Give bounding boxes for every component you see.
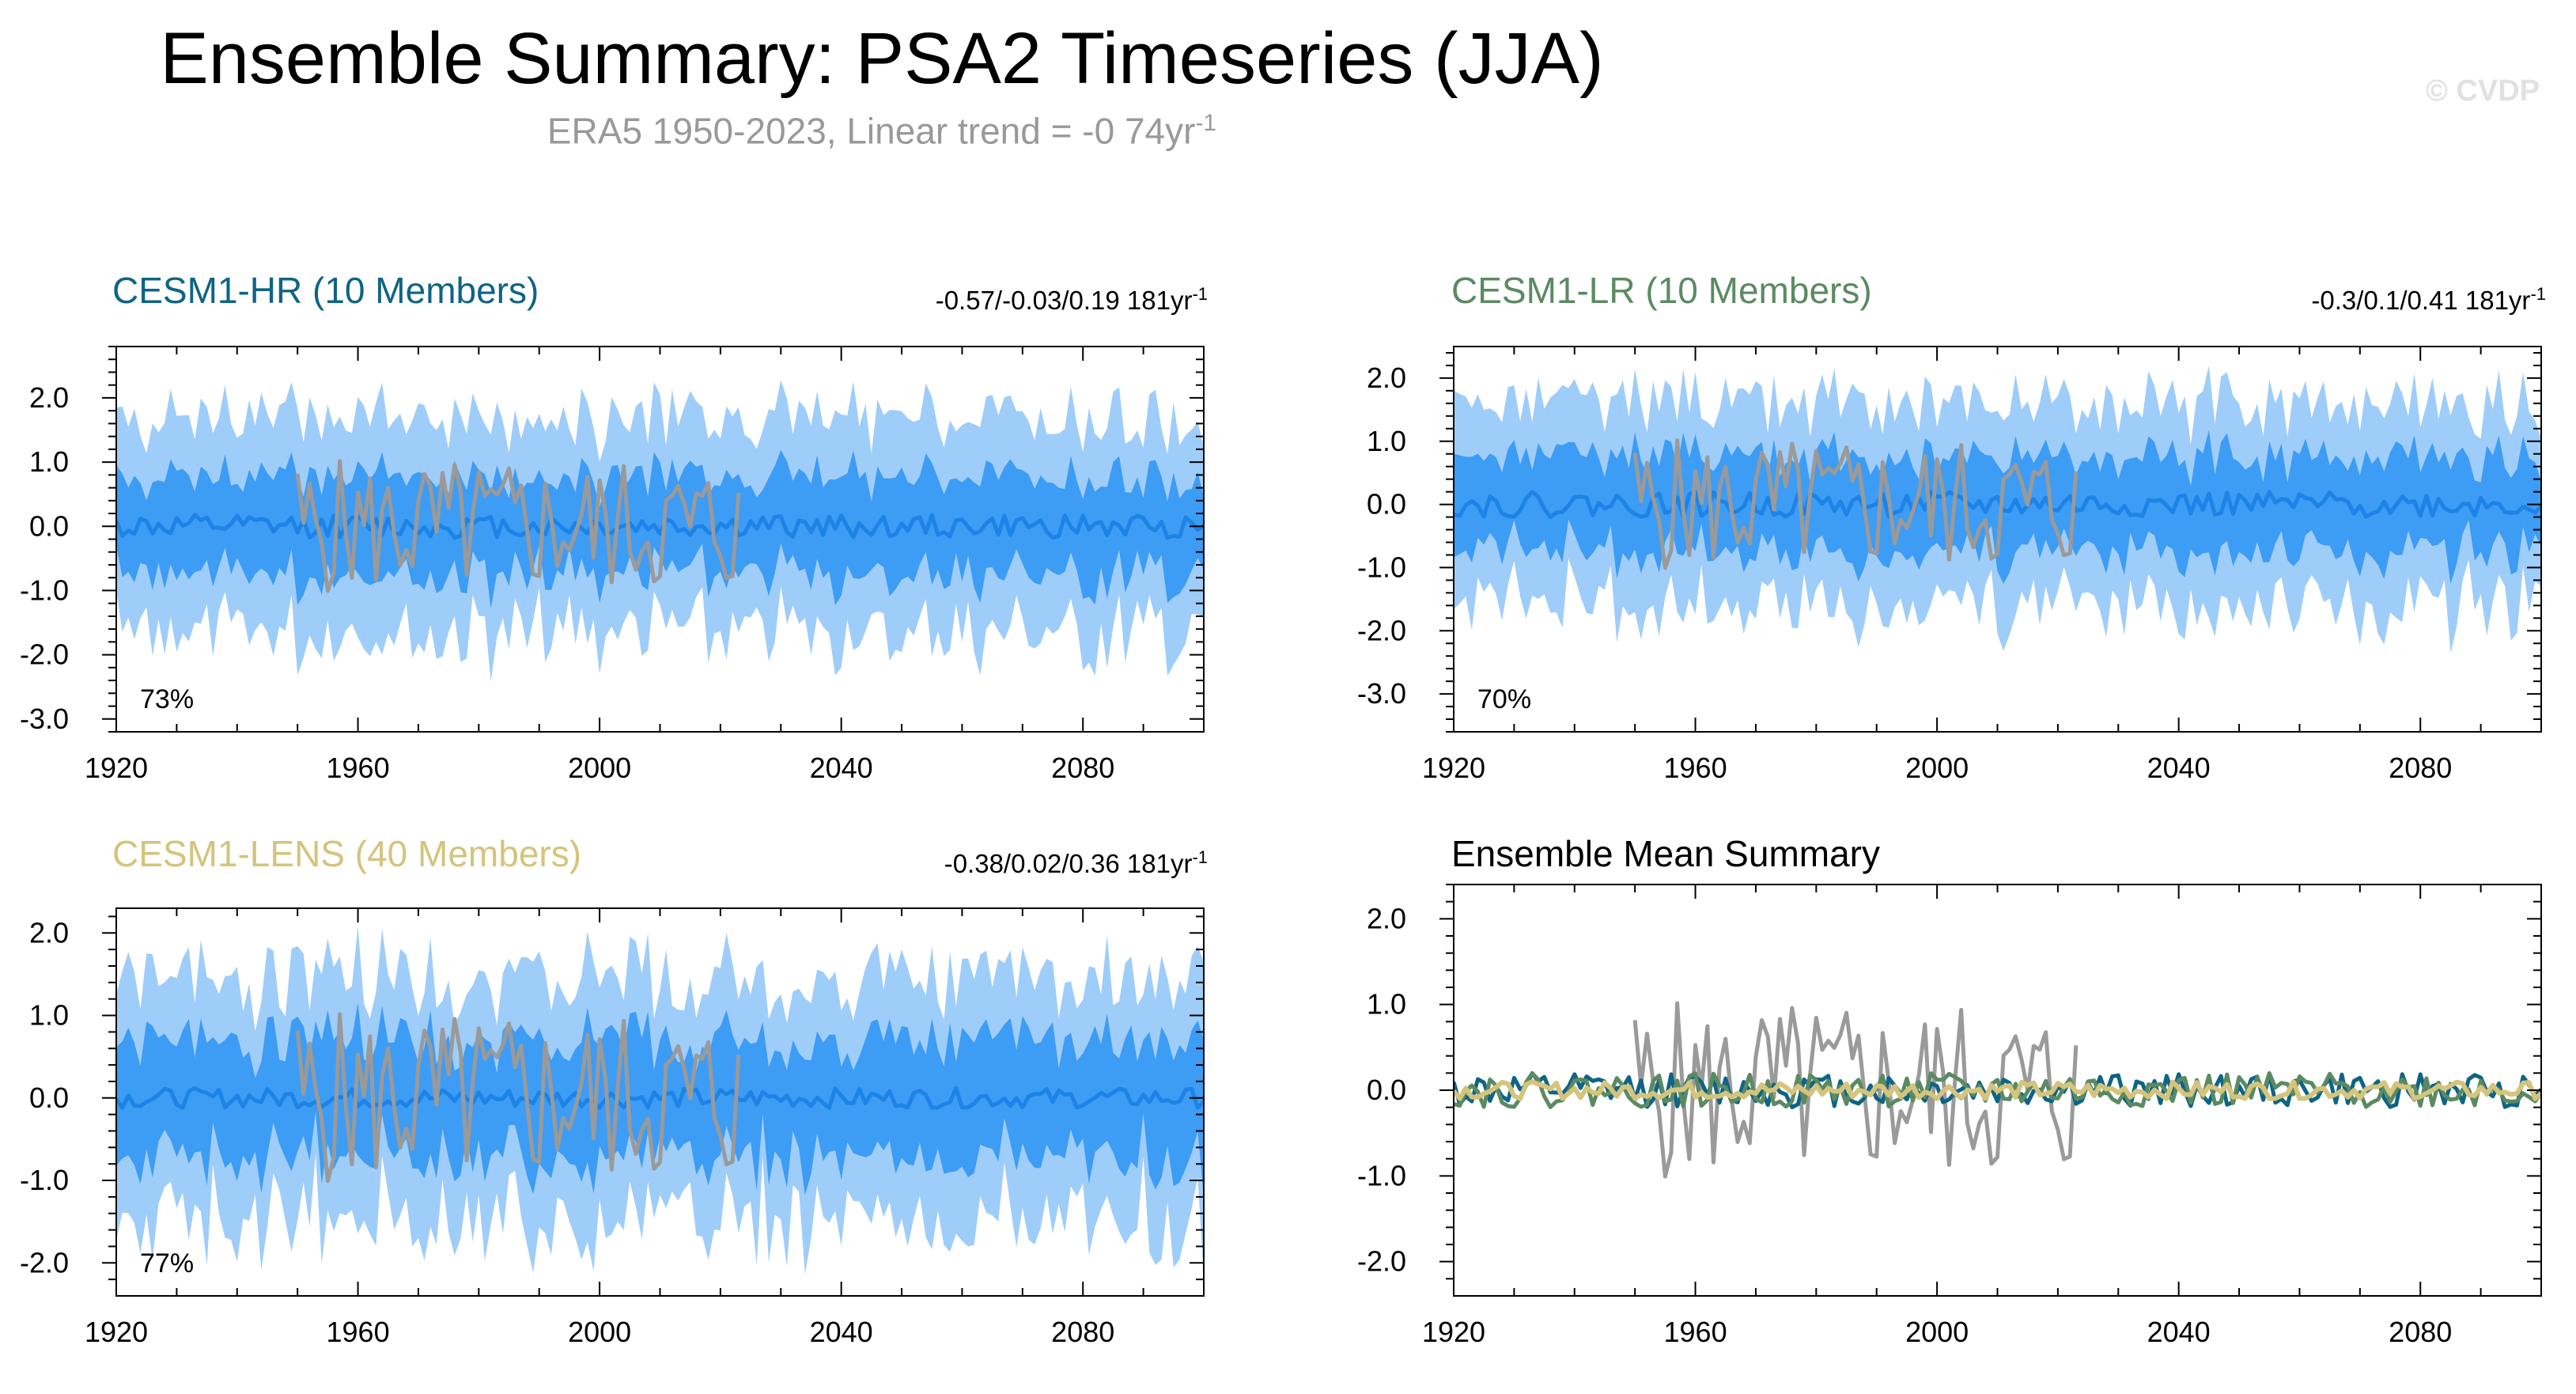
y-tick-label-lens: 2.0 — [29, 916, 69, 949]
chart-hr: 1920 1960 2000 2040 2080 2.0 1.0 0.0 -1.0 -2.0 -3.… — [20, 346, 1205, 784]
chart-summary: 1920 1960 2000 2040 2080 2.0 1.0 0.0 -1.0 -2.0 — [1357, 884, 2542, 1348]
mean-line-hr — [116, 513, 1204, 540]
mean-line-lens — [116, 1085, 1204, 1110]
trend-sup-lr: -1 — [2530, 284, 2546, 304]
trend-sup-hr: -1 — [1192, 284, 1208, 304]
page-title: Ensemble Summary: PSA2 Timeseries (JJA) — [160, 18, 1604, 99]
y-tick-label-summary: -1.0 — [1357, 1159, 1406, 1191]
page-subtitle: ERA5 1950-2023, Linear trend = -0 74yr-1 — [0, 101, 1764, 153]
y-tick-label-lens: -1.0 — [20, 1164, 69, 1196]
y-tick-label-summary: 0.0 — [1367, 1074, 1406, 1106]
trend-label-lr: -0.3/0.1/0.41 181yr-1 — [2311, 278, 2546, 316]
trend-text-hr: -0.57/-0.03/0.19 181yr — [935, 286, 1193, 315]
lr-line-summary — [1454, 1070, 2541, 1109]
y-tick-label-lr: -2.0 — [1357, 614, 1406, 646]
percentage-label-lens: 77% — [140, 1248, 194, 1278]
x-tick-label-hr: 1920 — [85, 752, 148, 784]
x-tick-label-lr: 2080 — [2389, 752, 2452, 784]
percentage-label-lr: 70% — [1477, 684, 1531, 714]
plot-area-lr — [1454, 366, 2541, 653]
y-tick-label-lens: 1.0 — [29, 999, 69, 1032]
watermark-logo: © CVDP — [2425, 74, 2540, 108]
plot-area-hr — [116, 380, 1204, 682]
x-tick-label-hr: 1960 — [327, 752, 390, 784]
x-tick-label-lens: 2080 — [1051, 1316, 1114, 1348]
obs-line-lens — [295, 1012, 741, 1184]
obs-line-hr — [295, 459, 741, 593]
x-tick-label-summary: 2080 — [2389, 1316, 2452, 1348]
panel-title-hr: CESM1-HR (10 Members) — [112, 270, 539, 311]
y-tick-label-hr: -1.0 — [20, 574, 69, 606]
x-tick-label-lr: 2040 — [2147, 752, 2211, 784]
x-tick-label-lens: 1920 — [85, 1316, 148, 1348]
y-tick-label-lens: -2.0 — [20, 1246, 69, 1278]
y-tick-label-hr: -2.0 — [20, 638, 69, 671]
y-tick-label-lr: -1.0 — [1357, 551, 1406, 583]
y-tick-label-summary: -2.0 — [1357, 1245, 1406, 1278]
y-tick-label-lr: -3.0 — [1357, 677, 1406, 710]
chart-lens: 1920 1960 2000 2040 2080 2.0 1.0 0.0 -1.0 -2.0 77% — [20, 907, 1205, 1348]
y-tick-label-hr: -3.0 — [20, 703, 69, 735]
y-tick-label-lr: 2.0 — [1367, 362, 1406, 394]
x-tick-label-summary: 2040 — [2147, 1316, 2211, 1348]
x-tick-label-lens: 2000 — [568, 1316, 631, 1348]
x-tick-label-hr: 2000 — [568, 752, 631, 784]
chart-lr: 1920 1960 2000 2040 2080 2.0 1.0 0.0 -1.0 -2.0 -3.… — [1357, 346, 2542, 784]
trend-label-lens: -0.38/0.02/0.36 181yr-1 — [944, 842, 1208, 880]
y-tick-label-lr: 0.0 — [1367, 488, 1406, 521]
trend-text-lr: -0.3/0.1/0.41 181yr — [2311, 286, 2531, 315]
x-tick-label-lr: 1960 — [1664, 752, 1727, 784]
y-tick-label-lr: 1.0 — [1367, 425, 1406, 457]
x-tick-label-summary: 1960 — [1664, 1316, 1727, 1348]
y-tick-label-hr: 0.0 — [29, 509, 69, 542]
subtitle-text: ERA5 1950-2023, Linear trend = -0 74yr — [547, 110, 1196, 152]
y-tick-label-lens: 0.0 — [29, 1081, 69, 1114]
panel-title-summary: Ensemble Mean Summary — [1451, 833, 1880, 874]
plot-area-lens — [116, 926, 1204, 1278]
y-tick-label-hr: 2.0 — [29, 381, 69, 414]
y-tick-label-summary: 1.0 — [1367, 988, 1406, 1021]
subtitle-superscript: -1 — [1195, 110, 1217, 136]
trend-label-hr: -0.57/-0.03/0.19 181yr-1 — [936, 278, 1208, 316]
x-tick-label-lr: 1920 — [1422, 752, 1485, 784]
x-tick-label-hr: 2080 — [1051, 752, 1114, 784]
x-tick-label-hr: 2040 — [810, 752, 873, 784]
x-tick-label-lr: 2000 — [1905, 752, 1969, 784]
x-tick-label-lens: 2040 — [810, 1316, 873, 1348]
percentage-label-hr: 73% — [140, 684, 194, 714]
obs-line-lr — [1632, 438, 2079, 570]
y-tick-label-summary: 2.0 — [1367, 902, 1406, 934]
y-tick-label-hr: 1.0 — [29, 445, 69, 478]
x-tick-label-summary: 1920 — [1422, 1316, 1485, 1348]
panel-title-lr: CESM1-LR (10 Members) — [1451, 270, 1872, 311]
trend-text-lens: -0.38/0.02/0.36 181yr — [944, 849, 1193, 878]
x-tick-label-summary: 2000 — [1905, 1316, 1969, 1348]
panel-title-lens: CESM1-LENS (40 Members) — [112, 833, 582, 874]
mean-line-lr — [1454, 490, 2541, 519]
trend-sup-lens: -1 — [1192, 847, 1208, 867]
x-tick-label-lens: 1960 — [327, 1316, 390, 1348]
plot-area-summary — [1454, 1001, 2541, 1179]
lens-line-summary — [1454, 1079, 2541, 1101]
obs-line-summary — [1632, 1001, 2079, 1179]
